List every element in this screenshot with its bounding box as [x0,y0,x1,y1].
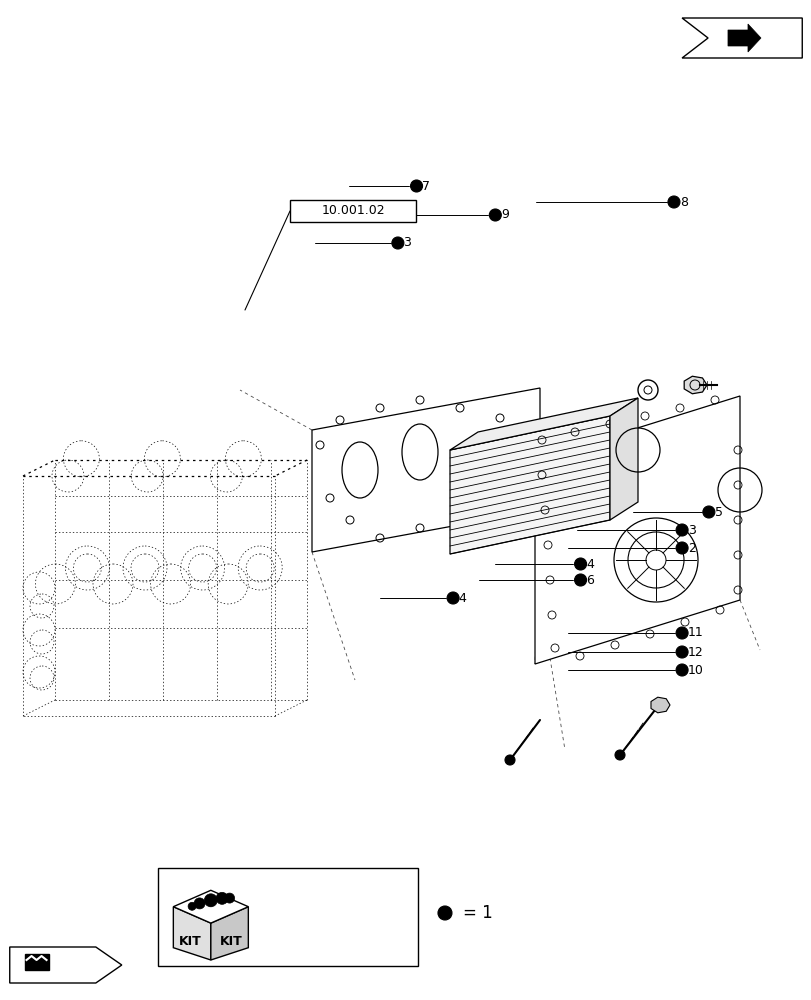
Circle shape [676,646,687,658]
Circle shape [676,664,687,676]
Text: 10.001.02: 10.001.02 [321,205,384,218]
Circle shape [676,627,687,639]
Circle shape [410,180,422,192]
Text: 5: 5 [714,506,722,518]
Circle shape [574,574,586,586]
Bar [158,868,418,966]
Polygon shape [609,398,637,520]
Circle shape [702,506,714,518]
Polygon shape [449,398,637,450]
Text: 7: 7 [422,180,430,192]
Circle shape [667,196,679,208]
Circle shape [574,558,586,570]
Text: 11: 11 [687,626,702,640]
Circle shape [504,755,514,765]
Text: 10: 10 [687,664,703,676]
Circle shape [225,893,234,903]
Circle shape [447,592,458,604]
Polygon shape [650,697,669,713]
Circle shape [676,542,687,554]
Text: 8: 8 [679,196,687,209]
Text: KIT: KIT [178,935,201,948]
Text: KIT: KIT [220,935,242,948]
Circle shape [188,902,195,910]
Text: 12: 12 [687,646,702,658]
Polygon shape [684,376,706,394]
Text: 3: 3 [687,524,695,536]
Circle shape [206,897,215,906]
Text: 6: 6 [586,574,594,586]
Circle shape [216,892,228,904]
Polygon shape [449,416,609,554]
Text: = 1: = 1 [462,904,492,922]
Bar [290,200,415,222]
Text: 2: 2 [687,542,695,554]
Polygon shape [173,890,248,923]
Text: 4: 4 [458,591,466,604]
Polygon shape [727,24,760,52]
Bar [24,954,49,970]
Polygon shape [534,396,739,664]
Text: 4: 4 [586,558,594,570]
Text: 9: 9 [500,209,508,222]
Polygon shape [311,388,539,552]
Circle shape [437,906,452,920]
Circle shape [194,898,205,909]
Circle shape [489,209,500,221]
Polygon shape [211,907,248,960]
Circle shape [614,750,624,760]
Circle shape [204,894,217,907]
Polygon shape [173,907,211,960]
Text: 3: 3 [403,236,411,249]
Circle shape [676,524,687,536]
Circle shape [392,237,403,249]
